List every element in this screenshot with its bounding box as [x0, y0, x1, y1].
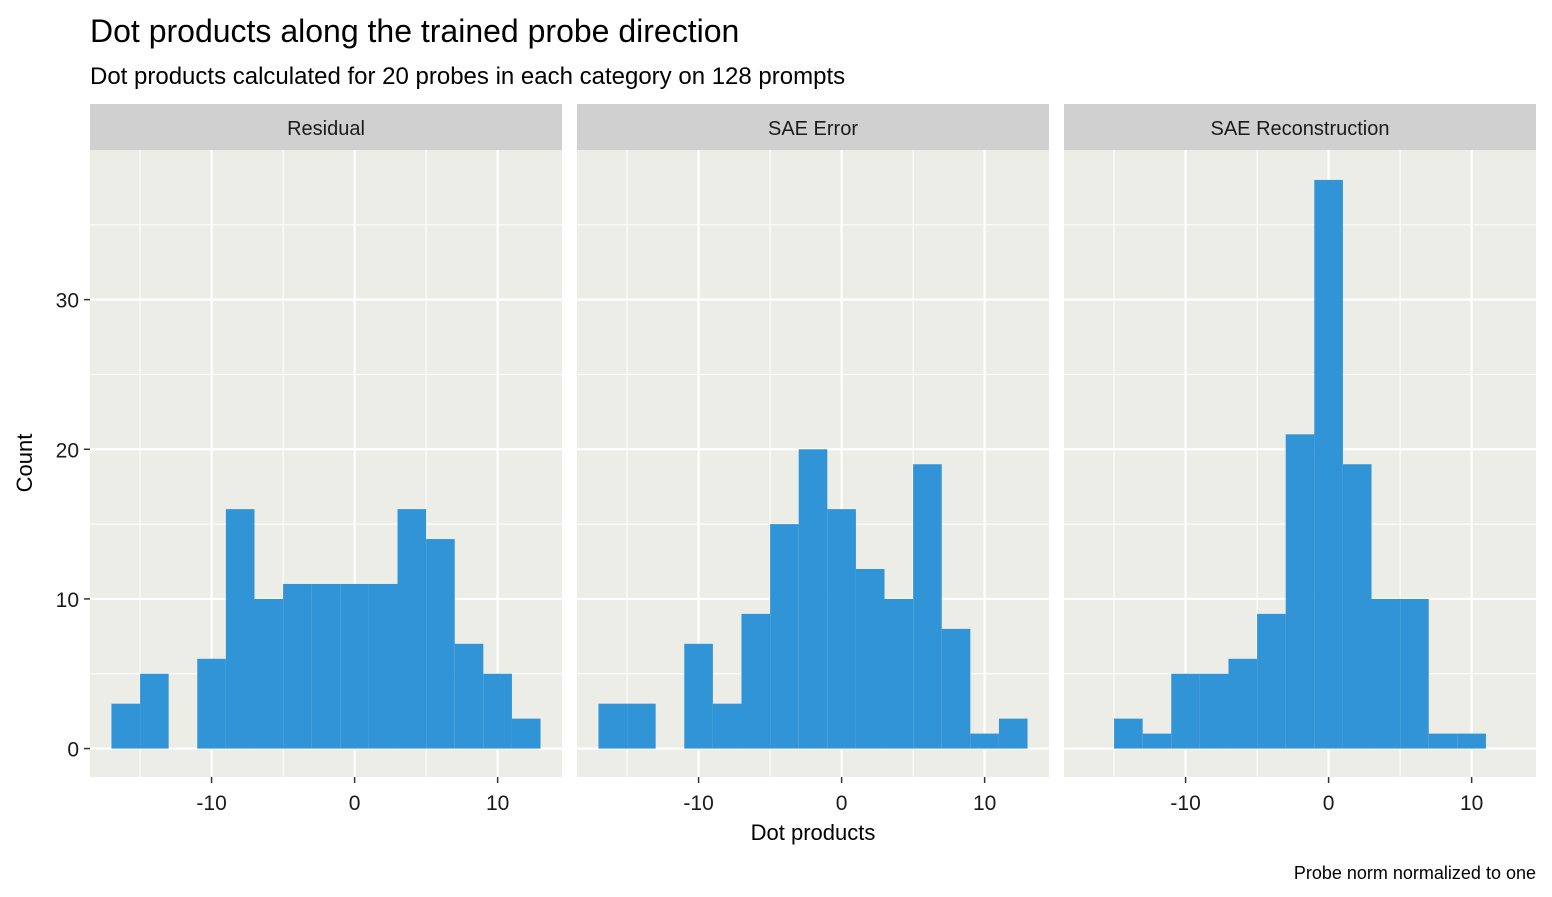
- histogram-bar: [254, 598, 284, 749]
- x-tick-label: -10: [1170, 792, 1200, 815]
- y-tick-label: 10: [56, 589, 79, 612]
- histogram-bar: [311, 583, 341, 749]
- histogram-bar: [913, 464, 942, 749]
- histogram-bar: [941, 628, 971, 749]
- histogram-bar: [1114, 718, 1143, 749]
- histogram-bar: [741, 613, 771, 749]
- facet-strip-label: SAE Error: [768, 118, 858, 140]
- histogram-bar: [397, 509, 427, 749]
- histogram-bar: [1371, 598, 1401, 749]
- x-tick-label: -10: [683, 792, 713, 815]
- y-tick-label: 30: [56, 290, 79, 313]
- facet-strip: [90, 104, 562, 150]
- chart-caption: Probe norm normalized to one: [1294, 863, 1536, 883]
- histogram-bar: [197, 658, 226, 749]
- y-tick-label: 20: [56, 439, 79, 462]
- x-tick-label: 0: [349, 792, 361, 815]
- histogram-bar: [855, 568, 885, 749]
- histogram-bar: [283, 583, 312, 749]
- y-axis-title: Count: [12, 434, 37, 493]
- histogram-bar: [884, 598, 914, 749]
- facet-panel: SAE Reconstruction -10 0 10: [1064, 104, 1544, 815]
- histogram-bar: [1142, 733, 1172, 749]
- histogram-bar: [454, 643, 484, 749]
- histogram-bar: [598, 703, 628, 749]
- histogram-bar: [511, 718, 541, 749]
- x-axis-title: Dot products: [751, 820, 876, 845]
- facet-strip-label: SAE Reconstruction: [1211, 118, 1390, 140]
- histogram-bar: [225, 509, 255, 749]
- histogram-bar: [770, 524, 799, 749]
- x-tick-label: 0: [836, 792, 848, 815]
- histogram-bar: [111, 703, 141, 749]
- histogram-bar: [1457, 733, 1486, 749]
- x-tick-label: -10: [196, 792, 226, 815]
- x-tick-label: 10: [973, 792, 996, 815]
- histogram-bar: [340, 583, 369, 749]
- facet-strip: [1064, 104, 1536, 150]
- histogram-bar: [1342, 464, 1372, 749]
- histogram-bar: [827, 509, 856, 749]
- histogram-bar: [998, 718, 1028, 749]
- chart-subtitle: Dot products calculated for 20 probes in…: [90, 63, 845, 90]
- histogram-bar: [1428, 733, 1458, 749]
- histogram-bar: [1400, 598, 1429, 749]
- x-tick-label: 10: [1460, 792, 1483, 815]
- histogram-bar: [684, 643, 713, 749]
- histogram-bar: [1285, 434, 1315, 749]
- histogram-bar: [1228, 658, 1258, 749]
- y-axis: 0 10 20 30: [56, 290, 90, 762]
- histogram-bar: [627, 703, 656, 749]
- facet-strip-label: Residual: [287, 118, 365, 140]
- histogram-bar: [1314, 179, 1343, 749]
- chart-title: Dot products along the trained probe dir…: [90, 13, 739, 49]
- histogram-bar: [140, 673, 169, 749]
- histogram-bar: [1171, 673, 1200, 749]
- facet-panel: SAE Error -10 0 10: [577, 104, 1057, 815]
- facet-panel: Residual -10 0 10: [90, 104, 570, 815]
- x-tick-label: 0: [1323, 792, 1335, 815]
- histogram-bar: [483, 673, 512, 749]
- y-tick-label: 0: [67, 739, 79, 762]
- histogram-bar: [1257, 613, 1286, 749]
- facet-strip: [577, 104, 1049, 150]
- histogram-bar: [1199, 673, 1229, 749]
- histogram-bar: [368, 583, 398, 749]
- x-tick-label: 10: [486, 792, 509, 815]
- histogram-bar: [426, 539, 455, 749]
- histogram-bar: [798, 449, 828, 749]
- histogram-bar: [970, 733, 999, 749]
- histogram-bar: [712, 703, 742, 749]
